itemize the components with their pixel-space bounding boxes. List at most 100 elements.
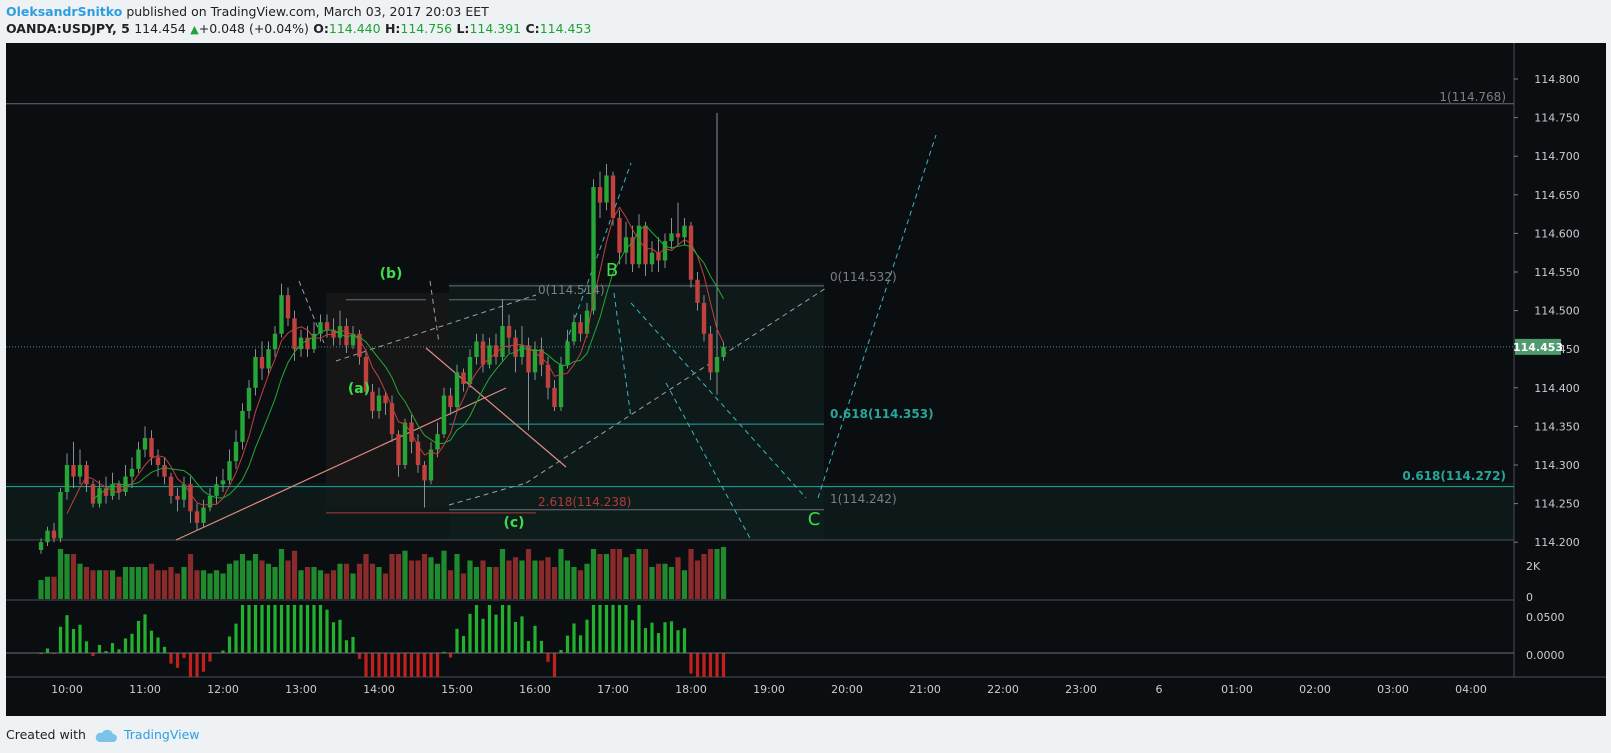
chart-area[interactable]: 114.800 114.750 114.700 114.650 114.600 114.5…: [6, 43, 1606, 716]
background-layer: [6, 283, 1514, 540]
oscillator-bar: [559, 650, 563, 653]
last-price: 114.454: [134, 21, 186, 36]
candle-body: [175, 495, 180, 500]
volume-bar: [428, 557, 434, 599]
candle-body: [246, 387, 252, 411]
candle-body: [597, 187, 603, 203]
candle-body: [298, 337, 304, 350]
oscillator-bar: [416, 653, 420, 677]
y-tick-label: 114.800: [1534, 73, 1580, 86]
volume-bar: [499, 549, 506, 599]
candle-body: [331, 329, 336, 338]
candle-body: [240, 410, 245, 442]
fib-2618-label: 2.618(114.238): [538, 495, 631, 509]
x-tick-label: 19:00: [753, 683, 785, 696]
oscillator-bar: [474, 605, 479, 653]
volume-bar: [161, 570, 168, 599]
x-tick-label: 20:00: [831, 683, 863, 696]
candle-body: [487, 345, 492, 365]
volume-bar: [265, 563, 272, 599]
volume-bar: [434, 563, 441, 599]
oscillator-bar: [45, 648, 50, 653]
oscillator-bar: [455, 628, 459, 653]
volume-bar: [629, 554, 636, 599]
footer: Created with TradingView: [6, 727, 200, 743]
candle-body: [253, 356, 258, 388]
volume-bar: [239, 554, 246, 599]
volume-bar: [207, 573, 213, 599]
candle-body: [266, 349, 271, 369]
candle-body: [428, 449, 434, 481]
created-with-text: Created with: [6, 727, 86, 742]
volume-bar: [590, 549, 597, 599]
volume-axis-label: 2K: [1526, 560, 1541, 573]
wave-C-label: C: [808, 509, 821, 530]
label-layer: (b) (a) (c) B C 1(114.768) 0(114.514) 2.…: [348, 90, 1506, 531]
current-price-tag: [1515, 338, 1561, 355]
volume-bar: [64, 554, 70, 599]
oscillator-bar: [715, 653, 719, 677]
volume-bar: [577, 570, 584, 599]
volume-bar: [44, 576, 51, 599]
volume-bar: [70, 554, 77, 599]
volume-bar: [512, 557, 519, 599]
tradingview-link[interactable]: TradingView: [123, 727, 200, 742]
oscillator-bar: [409, 653, 414, 677]
author-link[interactable]: OleksandrSnitko: [6, 4, 123, 19]
price-chart-svg[interactable]: 114.800 114.750 114.700 114.650 114.600 114.5…: [6, 43, 1606, 716]
candle-body: [376, 395, 382, 411]
x-tick-label: 18:00: [675, 683, 707, 696]
oscillator-bar: [299, 605, 303, 653]
volume-bar: [493, 567, 499, 599]
wave-b-small-label: (b): [380, 266, 403, 282]
oscillator-bar: [169, 653, 173, 664]
oscillator-bar: [643, 628, 648, 653]
volume-bar: [389, 554, 395, 599]
oscillator-bar: [84, 641, 89, 653]
volume-bar: [272, 567, 278, 599]
candle-body: [623, 237, 629, 253]
volume-bar: [103, 570, 109, 599]
candle-body: [422, 465, 427, 481]
candle-body: [259, 356, 265, 369]
oscillator-bar: [468, 613, 472, 653]
oscillator-bar: [650, 622, 654, 653]
volume-bar: [129, 567, 135, 599]
y-tick-label: 114.500: [1534, 305, 1580, 318]
volume-bar: [155, 570, 161, 599]
symbol-line: OANDA:USDJPY, 5 114.454 ▲+0.048 (+0.04%)…: [6, 21, 591, 36]
candle-body: [116, 484, 122, 493]
candle-body: [110, 484, 115, 496]
volume-bar: [135, 567, 142, 599]
volume-bar: [330, 570, 337, 599]
oscillator-bar: [695, 653, 700, 677]
candle-body: [617, 217, 622, 253]
candle-body: [539, 349, 544, 365]
candle-body: [636, 225, 642, 265]
oscillator-bar: [383, 653, 388, 677]
candle-body: [292, 318, 297, 350]
wave-c-small-label: (c): [503, 515, 524, 531]
high-value: 114.756: [400, 21, 453, 36]
volume-bar: [545, 557, 551, 599]
candle-body: [714, 356, 720, 373]
volume-bar: [376, 567, 382, 599]
volume-bar: [57, 549, 64, 599]
candle-body: [227, 461, 232, 481]
oscillator-bar: [318, 605, 323, 653]
volume-bar: [720, 547, 727, 599]
volume-bar: [454, 554, 460, 599]
oscillator-bar: [266, 605, 271, 653]
oscillator-bar: [578, 635, 583, 653]
volume-bar: [233, 560, 239, 599]
axis-layer: 114.800 114.750 114.700 114.650 114.600 114.5…: [51, 73, 1580, 696]
volume-axis-label: 0: [1526, 591, 1533, 604]
close-label: C:: [525, 21, 540, 36]
candle-body: [71, 465, 76, 477]
candle-body: [584, 310, 590, 334]
volume-bar: [395, 554, 402, 599]
x-tick-label: 03:00: [1377, 683, 1409, 696]
x-tick-label: 11:00: [129, 683, 161, 696]
oscillator-bar: [65, 615, 69, 653]
volume-bar: [363, 554, 369, 599]
